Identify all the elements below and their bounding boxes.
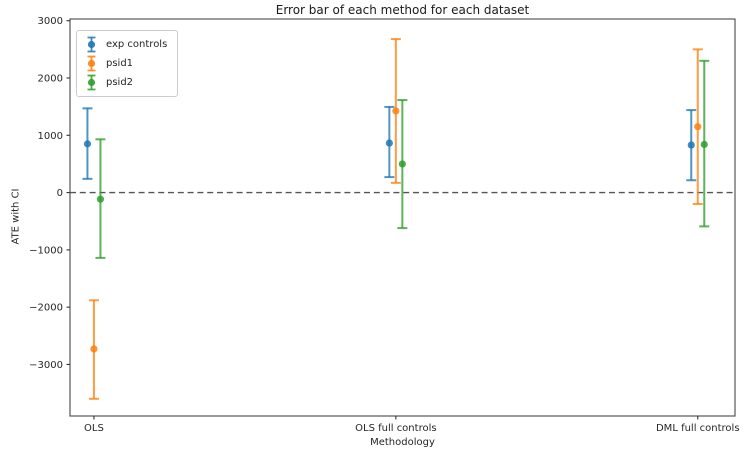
legend-entry-psid1: psid1 [84,55,167,72]
y-tick-label: 1000 [38,131,63,142]
legend-entry-exp-controls: exp controls [84,36,167,53]
x-axis-label: Methodology [370,437,435,448]
legend: exp controls psid1 psid2 [76,30,179,97]
errorbar-marker-icon [87,74,96,91]
errorbar-point [700,140,708,149]
x-tick-label: OLS [84,423,104,434]
errorbar-point [694,123,702,131]
legend-label-psid1: psid1 [106,58,134,69]
errorbar-point [96,195,105,203]
legend-label-psid2: psid2 [106,77,134,88]
x-tick-label: OLS full controls [355,423,436,434]
legend-entry-psid2: psid2 [84,74,167,91]
y-tick-label: −1000 [29,245,63,256]
errorbar-point [398,160,406,168]
errorbar-marker-icon [87,55,96,72]
errorbar-marker-icon [87,36,96,53]
plot-border [69,18,736,417]
errorbar-point [392,107,400,115]
legend-label-exp-controls: exp controls [106,39,168,50]
y-tick-label: −3000 [29,360,63,371]
y-axis-label: ATE with CI [10,188,22,245]
errorbar-point [687,141,695,149]
errorbar-point [385,139,393,147]
y-tick-label: 2000 [38,74,63,85]
y-tick-label: 3000 [38,16,63,27]
y-tick-label: −2000 [29,303,63,314]
chart-title: Error bar of each method for each datase… [275,3,530,17]
x-tick-label: DML full controls [656,423,740,434]
y-tick-label: 0 [57,188,63,199]
errorbar-point [90,345,98,353]
errorbar-point [83,140,92,148]
